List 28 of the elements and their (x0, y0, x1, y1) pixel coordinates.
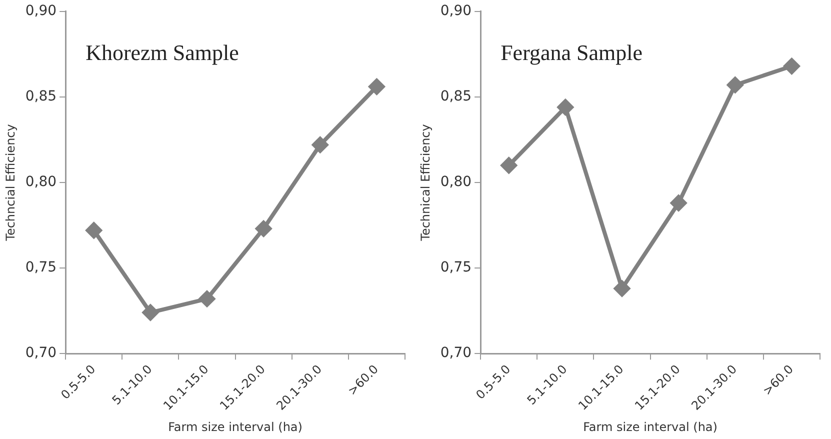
x-axis-title: Farm size interval (ha) (168, 420, 302, 434)
y-tick-label: 0,75 (440, 260, 472, 276)
point (727, 76, 744, 93)
point (368, 78, 385, 95)
y-tick-label: 0,90 (440, 3, 472, 20)
point (199, 290, 215, 307)
y-tick-label: 0,70 (440, 345, 472, 362)
text: Fergana Sample (500, 40, 643, 66)
y-tick-label: 0,85 (440, 88, 472, 105)
y-tick-label: 0,75 (25, 260, 57, 276)
y-tick-label: 0,70 (25, 345, 57, 362)
y-tick-label: 0,80 (25, 174, 57, 190)
y-tick-label: 0,90 (25, 3, 57, 20)
y-axis-title: Techncial Efficiency (3, 124, 18, 242)
point (670, 195, 687, 212)
point (142, 304, 158, 321)
point (614, 280, 630, 297)
point (500, 157, 517, 174)
point (312, 136, 328, 153)
y-axis-title: Technical Efficiency (418, 124, 432, 242)
y-tick-label: 0,80 (440, 174, 472, 190)
x-axis-title: Farm size interval (ha) (583, 420, 718, 434)
point (784, 58, 800, 74)
y-tick-label: 0,85 (25, 88, 57, 105)
point (86, 222, 102, 238)
text: Khorezm Sample (86, 40, 239, 66)
point (557, 99, 574, 116)
point (256, 220, 272, 237)
